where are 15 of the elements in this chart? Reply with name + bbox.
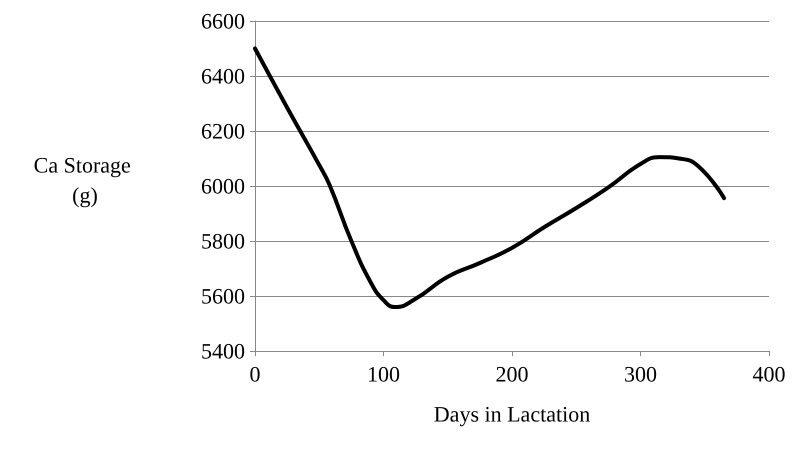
y-tick-label: 6200 [201,118,245,144]
x-tick-label: 100 [367,362,400,386]
x-tick-label: 400 [752,362,786,386]
y-tick-label: 6400 [201,64,245,88]
line-series [253,46,726,309]
y-tick-label: 5400 [201,338,245,364]
y-tick-label: 5600 [201,284,245,308]
x-tick-label: 0 [250,362,260,386]
y-tick-label: 6600 [201,8,245,34]
y-tick-label: 6000 [201,174,245,198]
x-tick-label: 300 [624,362,657,386]
y-tick-label: 5800 [201,228,245,254]
x-axis-title: Days in Lactation [434,402,590,426]
x-tick-label: 200 [496,362,528,386]
y-axis-title: Ca Storage (g) [34,152,136,208]
